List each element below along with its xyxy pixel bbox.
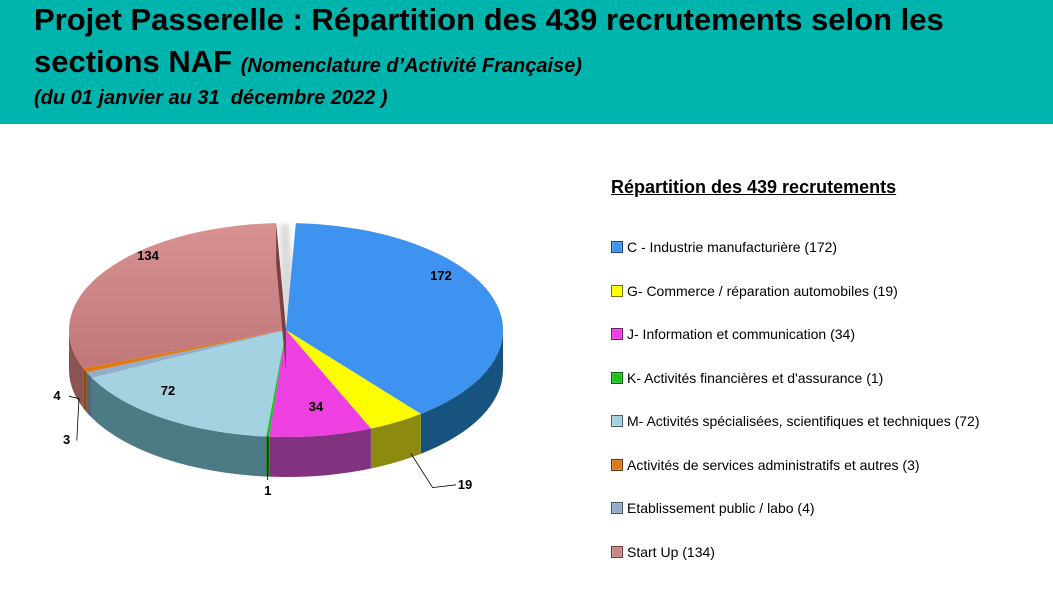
svg-text:19: 19	[458, 477, 472, 492]
svg-text:72: 72	[161, 383, 175, 398]
svg-text:3: 3	[63, 432, 70, 447]
svg-text:34: 34	[309, 399, 324, 414]
svg-text:4: 4	[53, 388, 61, 403]
svg-text:172: 172	[430, 268, 452, 283]
svg-text:1: 1	[264, 483, 271, 498]
svg-text:134: 134	[137, 248, 159, 263]
